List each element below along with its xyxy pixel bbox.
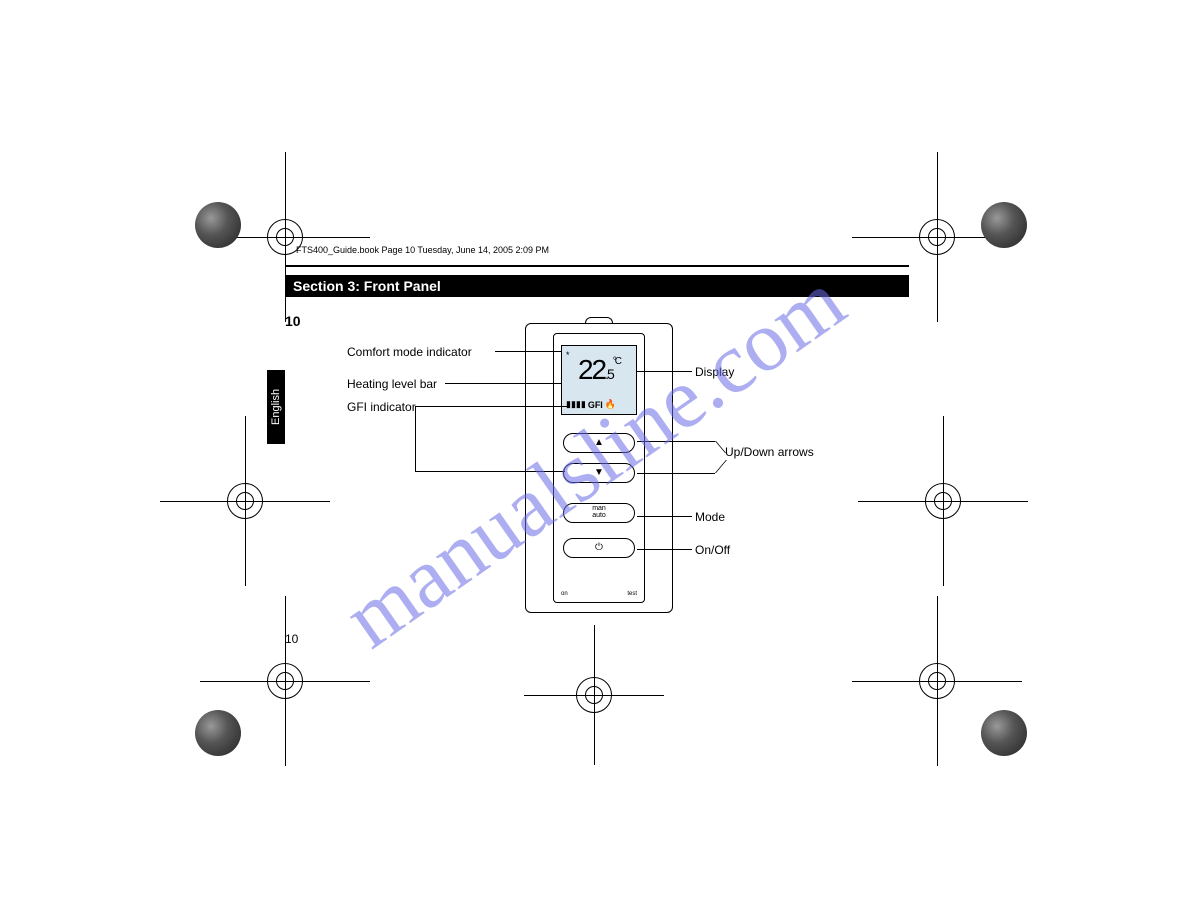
leader-line bbox=[637, 371, 692, 372]
gfi-indicator: GFI bbox=[588, 400, 603, 410]
mode-label-auto: auto bbox=[592, 512, 606, 519]
up-button: ▲ bbox=[563, 433, 635, 453]
temp-integer: 22 bbox=[578, 354, 605, 385]
leader-line bbox=[715, 460, 727, 473]
test-label: test bbox=[627, 591, 637, 597]
on-label: on bbox=[561, 591, 568, 597]
header-rule bbox=[285, 265, 909, 267]
section-title: Section 3: Front Panel bbox=[285, 275, 909, 297]
temp-decimal: .5 bbox=[605, 366, 613, 382]
language-tab: English bbox=[267, 370, 285, 444]
power-button: ⏻ bbox=[563, 538, 635, 558]
heat-bars-icon: ▮▮▮▮ bbox=[566, 399, 586, 410]
leader-line bbox=[415, 471, 565, 472]
page-frame: Section 3: Front Panel 10 English 10 * 2… bbox=[285, 265, 909, 665]
callout-heat: Heating level bar bbox=[347, 377, 437, 391]
callout-arrows: Up/Down arrows bbox=[725, 445, 814, 459]
leader-line bbox=[415, 406, 416, 471]
lcd-display: * 22.5°C ▮▮▮▮ GFI 🔥 bbox=[561, 345, 637, 415]
callout-gfi: GFI indicator bbox=[347, 400, 416, 414]
leader-line bbox=[637, 473, 715, 474]
mode-button: manauto bbox=[563, 503, 635, 523]
callout-comfort: Comfort mode indicator bbox=[347, 345, 472, 359]
temp-unit: °C bbox=[613, 356, 620, 367]
mode-label-man: man bbox=[592, 505, 606, 512]
temperature-reading: 22.5°C bbox=[562, 354, 636, 386]
thermostat-illustration: * 22.5°C ▮▮▮▮ GFI 🔥 ▲ ▼ manauto ⏻ on tes… bbox=[525, 323, 673, 613]
leader-line bbox=[637, 516, 692, 517]
page-number-bottom: 10 bbox=[285, 632, 298, 646]
callout-mode: Mode bbox=[695, 510, 725, 524]
flame-icon: 🔥 bbox=[605, 399, 616, 410]
page-number-top: 10 bbox=[285, 313, 301, 329]
leader-line bbox=[637, 441, 715, 442]
leader-line bbox=[495, 351, 561, 352]
leader-line bbox=[415, 406, 570, 407]
leader-line bbox=[445, 383, 561, 384]
down-button: ▼ bbox=[563, 463, 635, 483]
leader-line bbox=[637, 549, 692, 550]
callout-display: Display bbox=[695, 365, 734, 379]
callout-onoff: On/Off bbox=[695, 543, 730, 557]
